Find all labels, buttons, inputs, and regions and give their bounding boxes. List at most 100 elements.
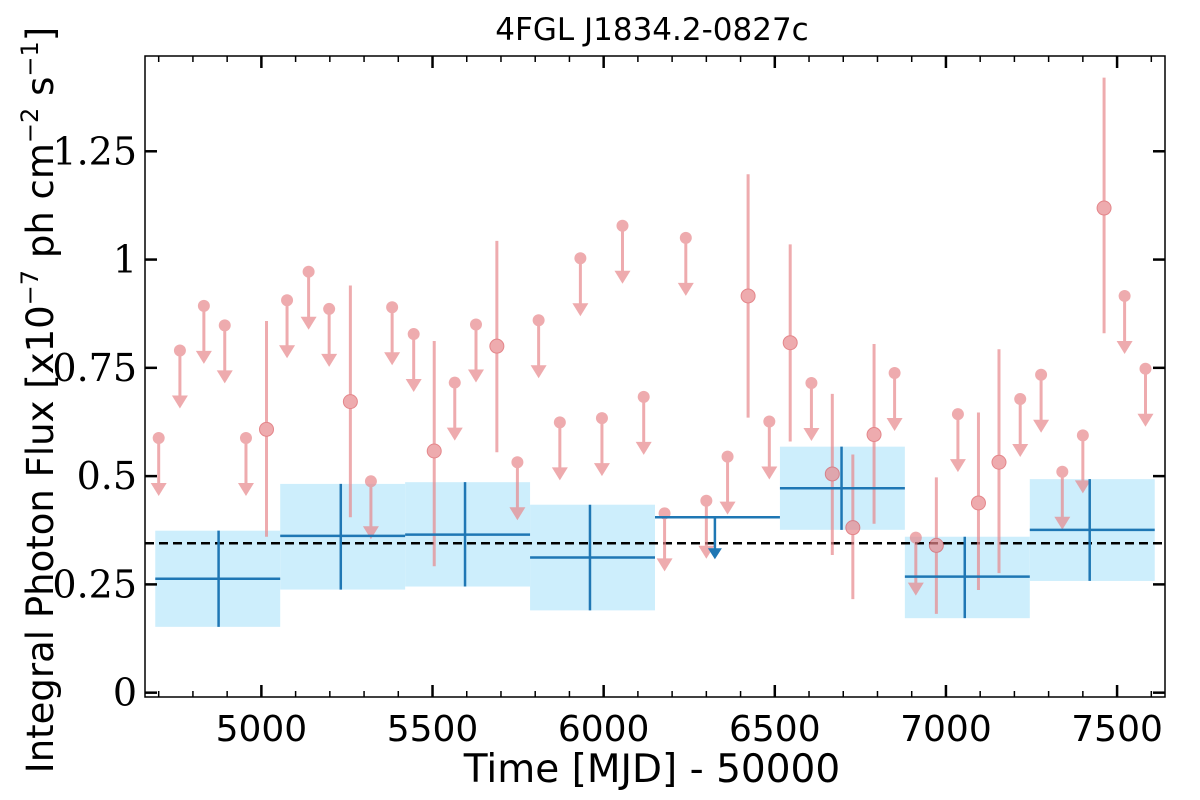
short-bin-upper-limit xyxy=(761,415,778,480)
short-bin-upper-limit xyxy=(886,367,903,432)
y-tick-label: 0.5 xyxy=(77,454,137,498)
chart-title: 4FGL J1834.2-0827c xyxy=(495,12,808,48)
upper-limit-arrow xyxy=(1033,419,1050,433)
upper-limit-arrow xyxy=(1054,516,1071,530)
x-axis-label: Time [MJD] - 50000 xyxy=(463,747,840,792)
upper-limit-marker xyxy=(197,299,210,312)
upper-limit-marker xyxy=(323,302,336,315)
upper-limit-marker xyxy=(469,318,482,331)
upper-limit-arrow xyxy=(677,282,694,296)
x-tick-label: 6500 xyxy=(729,709,821,750)
upper-limit-arrow xyxy=(405,379,422,393)
axes-frame xyxy=(144,55,1166,698)
long-bin-points xyxy=(155,446,1155,627)
short-bin-upper-limit xyxy=(150,432,167,497)
upper-limit-arrow xyxy=(949,459,966,473)
y-tick-label: 1 xyxy=(113,238,137,282)
upper-limit-arrow xyxy=(551,467,568,481)
short-bin-point xyxy=(426,340,442,567)
upper-limit-marker xyxy=(152,432,165,445)
upper-limit-arrow xyxy=(150,483,167,497)
upper-limit-marker xyxy=(448,376,461,389)
ticks: 5000 5500 6000 6500 7000 7500 0 0.25 0.5 0.75 1 1.2… xyxy=(52,56,1165,750)
short-bin-upper-limit xyxy=(279,294,296,359)
x-tick-label: 5000 xyxy=(216,709,308,750)
data-marker xyxy=(489,338,505,354)
short-bin-upper-limit xyxy=(362,475,379,540)
upper-limit-marker xyxy=(218,319,231,332)
short-bin-point xyxy=(970,412,986,591)
upper-limit-arrow xyxy=(886,418,903,432)
short-bin-point xyxy=(259,321,275,537)
upper-limit-arrow xyxy=(362,526,379,540)
x-tick-label: 7500 xyxy=(1071,709,1163,750)
upper-limit-marker xyxy=(364,475,377,488)
data-marker xyxy=(782,335,798,351)
upper-limit-arrow xyxy=(907,582,924,596)
plot-frame xyxy=(144,55,1166,698)
short-bin-point xyxy=(991,349,1007,574)
upper-limit-marker xyxy=(1139,362,1152,375)
upper-limit-arrow xyxy=(509,507,526,521)
short-bin-upper-limit xyxy=(300,265,317,330)
short-bin-point xyxy=(928,477,944,614)
upper-limit-marker xyxy=(616,219,629,232)
short-bin-upper-limit xyxy=(216,319,233,384)
y-axis-label-mid: ph cm xyxy=(19,143,62,270)
upper-limit-arrow xyxy=(719,501,736,515)
upper-limit-marker xyxy=(679,231,692,244)
short-bin-upper-limit xyxy=(1012,393,1029,458)
upper-limit-marker xyxy=(302,265,315,278)
short-bin-point xyxy=(342,285,358,518)
upper-limit-arrow xyxy=(279,345,296,359)
upper-limit-marker xyxy=(553,416,566,429)
y-tick-label: 1.25 xyxy=(52,129,137,173)
upper-limit-marker xyxy=(574,252,587,265)
upper-limit-marker xyxy=(637,390,650,403)
upper-limit-marker xyxy=(511,456,524,469)
long-bin-point xyxy=(530,504,655,611)
upper-limit-marker xyxy=(805,376,818,389)
long-bin-point xyxy=(155,530,281,627)
upper-limit-arrow xyxy=(1012,444,1029,458)
upper-limit-arrow xyxy=(635,441,652,455)
upper-limit-arrow xyxy=(216,370,233,384)
long-bin-point xyxy=(779,446,905,530)
y-axis-label-exp1: −7 xyxy=(16,270,44,305)
long-bin-point xyxy=(280,483,406,590)
y-axis-label-mid2: s xyxy=(19,77,62,108)
short-bin-upper-limit xyxy=(530,314,547,379)
y-axis-label-exp2: −2 xyxy=(16,108,44,143)
upper-limit-marker xyxy=(909,531,922,544)
upper-limit-marker xyxy=(721,450,734,463)
long-bin-point xyxy=(405,482,531,587)
upper-limit-arrow xyxy=(467,369,484,383)
upper-limit-arrow xyxy=(572,303,589,317)
upper-limit-marker xyxy=(532,314,545,327)
short-bin-upper-limit xyxy=(405,328,422,393)
upper-limit-arrow xyxy=(1137,413,1154,427)
data-marker xyxy=(991,454,1007,470)
short-bin-point xyxy=(740,174,756,418)
upper-limit-arrow xyxy=(195,350,212,364)
upper-limit-marker xyxy=(595,412,608,425)
short-bin-upper-limit xyxy=(949,408,966,473)
data-marker xyxy=(1096,200,1112,216)
short-bin-upper-limit xyxy=(677,231,694,296)
upper-limit-arrow xyxy=(656,558,673,572)
upper-limit-marker xyxy=(1014,393,1027,406)
long-bin-upper-limit xyxy=(655,516,780,560)
upper-limit-arrow xyxy=(614,270,631,284)
short-bin-points xyxy=(150,77,1154,614)
short-bin-point xyxy=(866,344,882,524)
data-marker xyxy=(824,466,840,482)
x-tick-label: 6000 xyxy=(558,709,650,750)
upper-limit-arrow xyxy=(237,483,254,497)
short-bin-upper-limit xyxy=(384,301,401,366)
y-tick-label: 0.75 xyxy=(52,346,137,390)
short-bin-upper-limit xyxy=(509,456,526,521)
data-marker xyxy=(928,537,944,553)
short-bin-upper-limit xyxy=(321,302,338,367)
short-bin-point xyxy=(824,393,840,555)
y-tick-label: 0 xyxy=(113,671,137,715)
